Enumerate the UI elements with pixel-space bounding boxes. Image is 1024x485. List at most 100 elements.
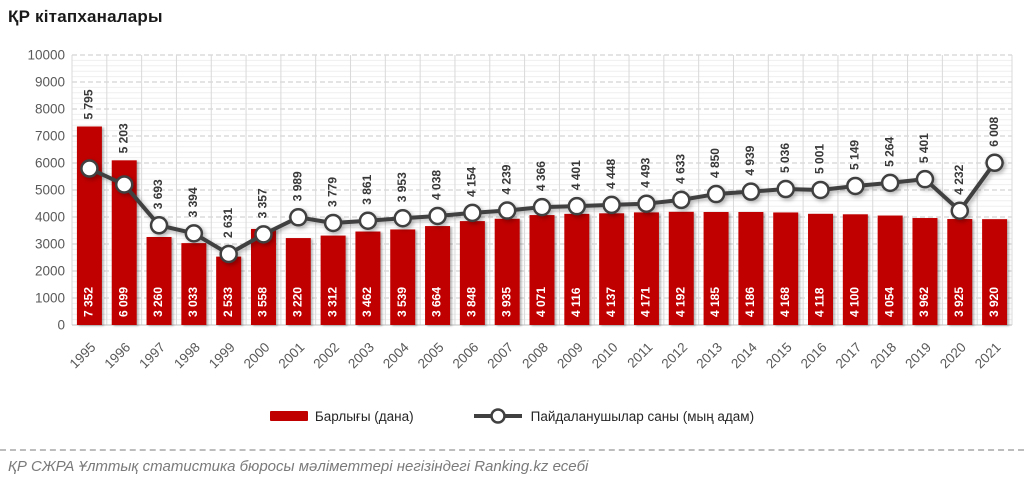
line-point-2013: [706, 184, 726, 204]
line-point-2000: [254, 225, 273, 244]
line-label-2003: 3 861: [360, 174, 374, 204]
bar-label-2006: 3 848: [465, 287, 479, 317]
y-tick-3000: 3000: [35, 237, 65, 252]
source-note: ҚР СЖРА Ұлттық статистика бюросы мәлімет…: [8, 458, 589, 475]
line-label-2018: 5 264: [882, 137, 896, 167]
bar-label-2021: 3 920: [987, 287, 1001, 317]
x-tick-2000: 2000: [241, 340, 273, 372]
line-label-2002: 3 779: [325, 177, 339, 207]
bar-2010: [599, 213, 625, 325]
bar-series: [76, 126, 1008, 325]
line-label-2020: 4 232: [952, 164, 966, 194]
line-label-2000: 3 357: [256, 188, 270, 218]
bar-1997: [146, 236, 172, 325]
line-point-2003: [358, 211, 378, 231]
x-tick-2009: 2009: [554, 340, 586, 372]
line-point-2015: [776, 179, 795, 199]
line-point-2017: [846, 176, 865, 196]
bar-2011: [633, 212, 659, 325]
bar-2005: [425, 226, 451, 325]
y-tick-10000: 10000: [27, 48, 65, 63]
bar-label-2013: 4 185: [708, 287, 722, 317]
line-point-1997: [149, 216, 169, 235]
x-tick-2013: 2013: [693, 340, 725, 372]
bar-2008: [529, 215, 555, 325]
x-tick-1998: 1998: [171, 340, 203, 372]
bar-label-2017: 4 100: [848, 287, 862, 317]
line-series: [80, 153, 1004, 264]
legend-bar-label: Барлығы (дана): [314, 408, 414, 424]
bar-label-2011: 4 171: [639, 287, 653, 317]
line-point-2005: [428, 206, 447, 226]
line-label-2021: 6 008: [987, 116, 1001, 146]
bar-label-2000: 3 558: [256, 287, 270, 317]
x-tick-2008: 2008: [519, 340, 551, 372]
line-point-2004: [393, 209, 412, 228]
x-tick-1995: 1995: [67, 340, 99, 372]
x-tick-2005: 2005: [415, 340, 447, 372]
bar-label-2010: 4 137: [604, 287, 618, 317]
bar-2007: [494, 218, 520, 325]
line-series-swatch: [473, 408, 522, 424]
chart-title: ҚР кітапханалары: [8, 7, 163, 26]
y-tick-4000: 4000: [35, 210, 65, 225]
line-point-1996: [114, 175, 134, 194]
line-label-2019: 5 401: [917, 133, 931, 163]
line-labels: 5 795 5 203 3 693 3 394 2 631 3 357 3 989 3 779…: [82, 89, 1001, 238]
bar-2002: [320, 235, 346, 325]
x-tick-2003: 2003: [345, 340, 377, 372]
x-tick-2006: 2006: [450, 340, 482, 372]
line-label-1996: 5 203: [116, 123, 130, 153]
x-tick-1999: 1999: [206, 340, 238, 372]
x-tick-2007: 2007: [484, 340, 516, 372]
bar-2012: [668, 211, 694, 325]
bar-label-2007: 3 935: [499, 287, 513, 317]
bar-label-1998: 3 033: [186, 287, 200, 317]
line-label-1998: 3 394: [186, 187, 200, 217]
line-point-2021: [985, 153, 1004, 173]
line-point-2014: [741, 182, 761, 201]
legend-item-line: Пайдаланушылар саны (мың адам): [472, 407, 754, 425]
line-label-2011: 4 493: [639, 157, 653, 187]
bar-label-2003: 3 462: [360, 287, 374, 317]
bar-2015: [773, 212, 799, 325]
bar-2004: [390, 229, 416, 325]
x-tick-2010: 2010: [589, 340, 621, 372]
line-label-2009: 4 401: [569, 160, 583, 190]
line-point-2001: [289, 208, 308, 227]
footer-divider: [0, 449, 1024, 451]
x-tick-1996: 1996: [101, 340, 133, 372]
y-tick-5000: 5000: [35, 183, 65, 198]
line-point-2016: [811, 180, 830, 200]
x-tick-2002: 2002: [310, 340, 342, 372]
y-tick-2000: 2000: [35, 264, 65, 279]
x-tick-2004: 2004: [380, 339, 412, 371]
line-point-2007: [497, 201, 517, 220]
line-point-1999: [219, 244, 238, 264]
bar-2019: [912, 218, 938, 325]
bar-2001: [285, 238, 311, 325]
bar-2016: [808, 213, 834, 325]
line-point-2008: [532, 197, 552, 217]
line-point-2018: [880, 173, 900, 193]
bar-2000: [250, 228, 276, 325]
x-tick-2011: 2011: [624, 340, 655, 371]
line-label-2017: 5 149: [848, 140, 862, 170]
bar-2009: [564, 213, 590, 325]
x-tick-2014: 2014: [728, 339, 760, 371]
bar-2021: [982, 219, 1008, 325]
bar-labels: 7 352 6 099 3 260 3 033 2 533 3 558 3 220 3 312…: [82, 287, 1001, 317]
bar-2013: [703, 212, 729, 325]
bar-label-2009: 4 116: [569, 287, 583, 317]
bar-label-2001: 3 220: [290, 287, 304, 317]
line-label-2013: 4 850: [708, 148, 722, 178]
bar-label-2012: 4 192: [673, 287, 687, 317]
line-point-2012: [672, 190, 691, 210]
legend: Барлығы (дана) Пайдаланушылар саны (мың …: [0, 407, 1024, 425]
bar-1999: [216, 256, 242, 325]
bar-2018: [877, 215, 903, 325]
y-tick-9000: 9000: [35, 75, 65, 90]
bar-1998: [181, 243, 207, 325]
bar-2017: [842, 214, 868, 325]
